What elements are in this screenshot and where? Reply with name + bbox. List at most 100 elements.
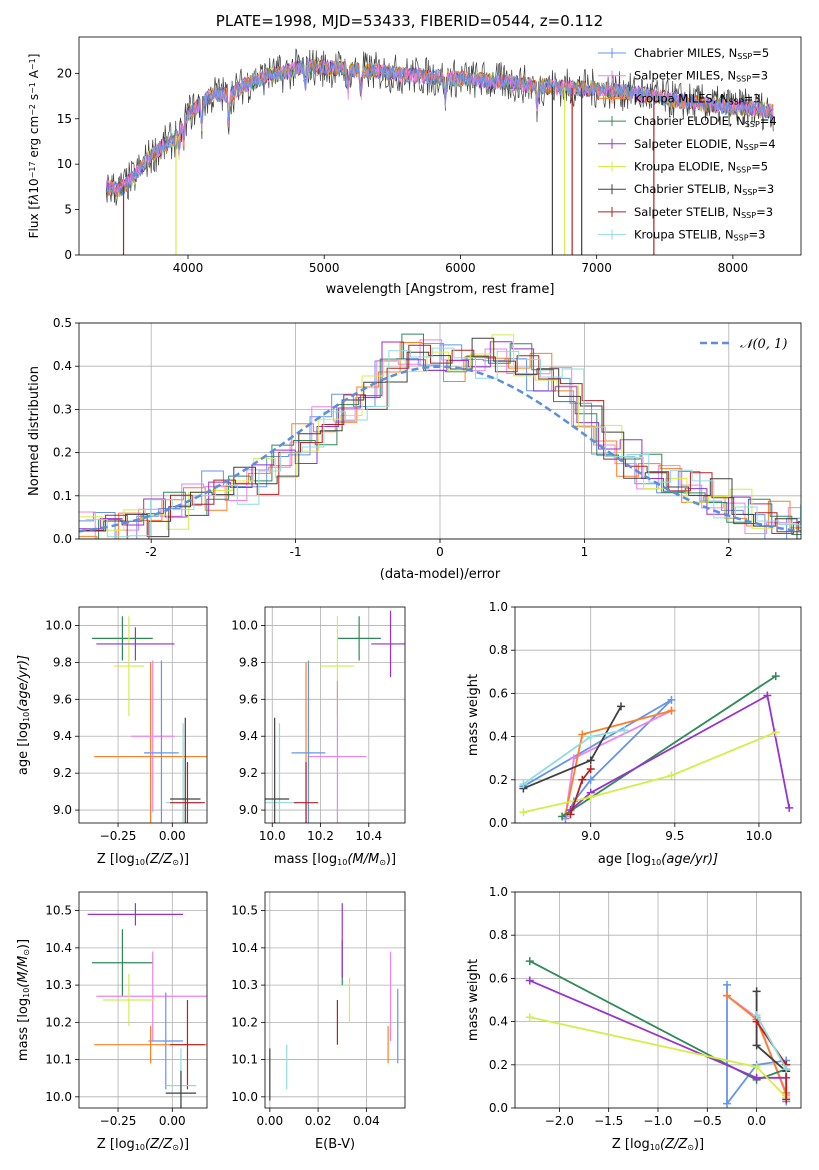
y-tick-label: 5	[64, 203, 72, 217]
axes-frame	[78, 606, 208, 824]
label-part: =4	[760, 114, 777, 128]
y-tick-label: 10.2	[45, 1015, 72, 1029]
axes-mass_weight_vs_age: 9.0 9.5 10.0 0.0 0.2 0.4 0.6 0.8 1.0 age [log10(a…	[466, 600, 802, 867]
y-axis-label: mass [log10(M/M⊙)]	[16, 939, 31, 1061]
weight-marker-salpeter-stelib	[586, 765, 595, 773]
weight-marker-kroupa-elodie	[771, 728, 780, 737]
weight-marker-kroupa-elodie	[667, 771, 676, 780]
label-part: SSP	[736, 166, 751, 175]
label-part: (Z/Z	[145, 1137, 173, 1152]
y-tick-label: 10.0	[231, 1090, 258, 1104]
label-part: )]	[179, 852, 189, 867]
label-part: (age/yr)]	[16, 655, 31, 712]
label-part: =3	[751, 69, 768, 83]
y-tick-label: 9.2	[53, 766, 72, 780]
label-part: =5	[751, 160, 768, 174]
label-part: −2	[28, 104, 37, 116]
label-part: )]	[16, 939, 31, 949]
legend-label-chabrier-miles: Chabrier MILES, NSSP=5	[634, 46, 769, 61]
hist-salpeter-elodie	[79, 341, 801, 534]
label-part: erg cm	[27, 116, 41, 162]
weight-marker-kroupa-stelib	[620, 726, 629, 735]
plot-area-spectrum	[105, 48, 774, 255]
y-tick-label: 0.0	[489, 816, 508, 830]
label-part: Z [log	[97, 1137, 135, 1152]
x-axis-label: wavelength [Angstrom, rest frame]	[326, 282, 555, 297]
plot-area-mass_vs_ebv	[269, 903, 399, 1101]
y-tick-label: 0	[64, 248, 72, 262]
label-part: mass [log	[16, 998, 31, 1061]
weight-marker-chabrier-stelib	[752, 1041, 761, 1050]
label-part: Kroupa ELODIE,	[634, 160, 727, 174]
axes-age_vs_Z: −0.25 0.009.09.29.49.69.810.0Z [log10(Z/Z…	[16, 606, 208, 867]
y-tick-label: 9.0	[239, 803, 258, 817]
x-axis-label: age [log10(age/yr)]	[598, 852, 718, 867]
x-tick-label: 0.04	[353, 1114, 380, 1128]
label-part: mass [log	[274, 852, 337, 867]
label-part: SSP	[742, 189, 757, 198]
label-part: (M/M	[347, 852, 379, 867]
label-part: SSP	[737, 52, 752, 61]
hist-chabrier-stelib	[82, 337, 801, 539]
normal-curve	[79, 365, 801, 533]
x-tick-label: 0.02	[305, 1114, 332, 1128]
x-tick-label: −0.5	[693, 1114, 722, 1128]
legend-label-kroupa-miles: Kroupa MILES, NSSP=3	[634, 91, 761, 106]
axes-mass_vs_ebv: 0.00 0.02 0.04 10.0 10.1 10.2 10.3 10.4 10.5 E(B-…	[231, 891, 406, 1152]
x-tick-label: 0.00	[159, 829, 186, 843]
x-axis-label: Z [log10(Z/Z⊙)]	[97, 852, 189, 867]
label-part: ⊙	[379, 858, 386, 867]
label-part: Chabrier ELODIE,	[634, 114, 736, 128]
label-part: N	[729, 46, 738, 60]
legend-label-chabrier-elodie: Chabrier ELODIE, NSSP=4	[634, 114, 777, 129]
label-part: Chabrier STELIB,	[634, 182, 734, 196]
x-tick-label: −0.25	[100, 1114, 137, 1128]
plot-area-residuals	[79, 333, 801, 539]
hist-salpeter-stelib	[83, 344, 801, 539]
y-tick-label: 10.2	[231, 1015, 258, 1029]
label-part: 10	[651, 858, 661, 867]
axes-frame	[264, 891, 406, 1109]
y-tick-label: 0.8	[489, 643, 508, 657]
legend-label-kroupa-elodie: Kroupa ELODIE, NSSP=5	[634, 160, 768, 175]
label-part: SSP	[729, 98, 744, 107]
label-part: N	[735, 137, 744, 151]
weight-marker-kroupa-elodie	[586, 793, 595, 802]
label-part: 10	[22, 712, 31, 722]
weight-line-chabrier-elodie	[561, 675, 777, 818]
y-tick-label: 0.1	[53, 489, 72, 503]
label-part: N	[736, 114, 745, 128]
label-part: SSP	[744, 143, 759, 152]
label-part: ⊙	[172, 858, 179, 867]
label-part: −17	[28, 161, 37, 178]
axes-spectrum: 4000 5000 6000 7000 8000 0 5 10 15 20 wavelength […	[27, 36, 802, 297]
x-tick-label: 7000	[581, 261, 612, 275]
weight-marker-chabrier-stelib	[586, 756, 595, 765]
x-axis-label: mass [log10(M/M⊙)]	[274, 852, 396, 867]
x-tick-label: -2	[145, 545, 157, 559]
x-tick-label: 10.4	[355, 829, 382, 843]
weight-marker-kroupa-stelib	[519, 780, 528, 789]
y-tick-label: 0.0	[53, 532, 72, 546]
hist-kroupa-miles	[79, 342, 801, 539]
y-tick-label: 0.0	[489, 1101, 508, 1115]
y-axis-label: mass weight	[466, 674, 481, 756]
axes-frame	[78, 891, 208, 1109]
label-part: Z [log	[612, 1137, 650, 1152]
x-tick-label: 9.5	[665, 829, 684, 843]
x-axis-label: (data-model)/error	[380, 567, 501, 582]
y-tick-label: 20	[57, 66, 72, 80]
label-part: Kroupa STELIB,	[634, 228, 725, 242]
label-part: SSP	[745, 120, 760, 129]
plot-area-age_vs_Z	[92, 616, 207, 823]
x-tick-label: 10.0	[746, 829, 773, 843]
label-part: −1	[28, 82, 37, 94]
y-axis-label: Flux [fλ10−17 erg cm−2 s−1 A−1]	[27, 54, 41, 239]
y-tick-label: 10.5	[231, 904, 258, 918]
weight-marker-chabrier-miles	[723, 1099, 732, 1108]
weight-marker-kroupa-elodie	[519, 808, 528, 817]
plot-area-mass_weight_vs_Z	[525, 957, 791, 1108]
figure-title: PLATE=1998, MJD=53433, FIBERID=0544, z=0…	[215, 12, 604, 30]
axes-mass_weight_vs_Z: −2.0 −1.5 −1.0 −0.5 0.0 0.0 0.2 0.4 0.6 0.8 1.0 Z […	[466, 885, 802, 1152]
